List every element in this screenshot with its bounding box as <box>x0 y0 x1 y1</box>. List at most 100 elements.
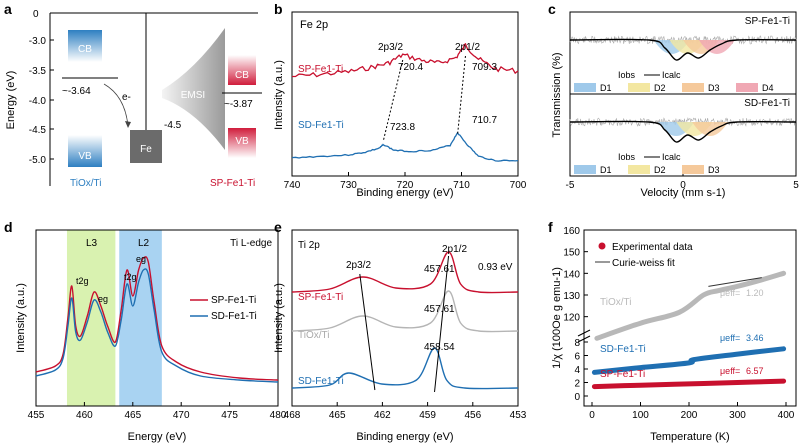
c-top-name: SP-Fe1-Ti <box>745 16 790 27</box>
f-ytick-label: 140 <box>563 269 580 280</box>
d-xtick-label: 465 <box>124 410 141 421</box>
panel-e: e Ti 2p Intensity (a.u.) Binding energy … <box>273 219 527 443</box>
b-legend-sd: SD-Fe1-Ti <box>298 120 344 131</box>
e-v2: 457.61 <box>424 304 455 315</box>
c-xtick-label: 5 <box>793 180 799 191</box>
d-xtick-label: 455 <box>28 410 45 421</box>
sp-value: ~-3.87 <box>224 99 253 110</box>
electron-label: e- <box>122 92 131 103</box>
c-icalc-line <box>569 120 797 143</box>
f-series-band <box>594 270 787 341</box>
e-p32: 2p3/2 <box>346 260 371 271</box>
c-bot-name: SD-Fe1-Ti <box>744 98 790 109</box>
b-dash-guide <box>383 59 404 141</box>
fe-value: -4.5 <box>164 120 182 131</box>
d-l3-eg: eg <box>98 294 108 304</box>
f-legend-exp: Experimental data <box>612 242 693 253</box>
f-ytick-label: 8 <box>574 338 580 349</box>
f-series-band <box>591 346 787 375</box>
plot-frame-d <box>35 229 279 407</box>
d-l2-eg: eg <box>136 254 146 264</box>
d-l2-t2g: t2g <box>124 272 137 282</box>
e-series-line <box>291 251 519 294</box>
f-ytick-label: 160 <box>563 226 580 237</box>
b-series-line <box>291 131 519 162</box>
sp-vb-label: VB <box>235 136 249 147</box>
e-xtick-label: 453 <box>510 410 527 421</box>
panel-b: b Fe 2p Intensity (a.u.) Binding energy … <box>273 1 527 199</box>
a-ytick-label: -4.5 <box>29 125 47 136</box>
panel-d: d Ti L-edge Intensity (a.u.) Energy (eV)… <box>4 219 287 443</box>
b-sp-a: 720.4 <box>398 62 423 73</box>
svg-text:e: e <box>274 219 282 235</box>
fe-box <box>130 130 162 163</box>
e-legend-tiox: TiOx/Ti <box>298 330 329 341</box>
axis-xlabel-d: Energy (eV) <box>128 431 187 443</box>
axis-ylabel-a: Energy (eV) <box>5 71 17 130</box>
f-tiox-mu: 1.20 <box>746 288 764 298</box>
f-ytick-label: 2 <box>574 379 580 390</box>
b-xtick-label: 710 <box>453 180 470 191</box>
e-xtick-label: 456 <box>464 410 481 421</box>
fe-label: Fe <box>140 144 152 155</box>
d-l3: L3 <box>86 238 98 249</box>
axis-ylabel-b: Intensity (a.u.) <box>273 60 285 130</box>
f-axis-break <box>577 329 591 337</box>
f-sd-mu: 3.46 <box>746 333 764 343</box>
tick-a-0: 0 <box>33 9 39 20</box>
d-legend-sp: SP-Fe1-Ti <box>211 295 256 306</box>
b-p12: 2p1/2 <box>455 42 480 53</box>
d-xtick-label: 480 <box>270 410 287 421</box>
sp-vb-box <box>228 128 256 158</box>
f-sd-name: SD-Fe1-Ti <box>600 344 646 355</box>
d-xtick-label: 470 <box>173 410 190 421</box>
axis-ylabel-c: Transmission (%) <box>551 52 563 137</box>
e-series-line <box>291 290 519 333</box>
plot-frame-e <box>291 229 519 407</box>
b-legend-sp: SP-Fe1-Ti <box>298 64 343 75</box>
svg-text:f: f <box>548 219 553 235</box>
c-doublet-area <box>692 122 729 136</box>
f-tiox-name: TiOx/Ti <box>600 297 631 308</box>
tiox-cb-label: CB <box>78 44 92 55</box>
c-bot-iobs: Iobs <box>618 152 636 162</box>
svg-text:b: b <box>274 1 283 17</box>
axis-ylabel-d: Intensity (a.u.) <box>15 283 27 353</box>
tiox-vb-label: VB <box>78 151 92 162</box>
e-v1: 457.61 <box>424 264 455 275</box>
f-axis-break <box>577 335 591 343</box>
sp-cb-box <box>228 55 256 85</box>
e-legend-sp: SP-Fe1-Ti <box>298 292 343 303</box>
tiox-vb-box <box>68 135 102 167</box>
b-sd-a: 723.8 <box>390 122 415 133</box>
f-xtick-label: 300 <box>729 410 746 421</box>
b-series-line <box>292 42 519 78</box>
title-d: Ti L-edge <box>230 238 272 249</box>
panel-c: c Transmission (%) Velocity (mm s-1) -5 0… <box>548 1 799 199</box>
axis-xlabel-c: Velocity (mm s-1) <box>641 187 726 199</box>
b-sd-b: 710.7 <box>472 115 497 126</box>
c-doublet-area <box>698 40 735 54</box>
panel-a: a 0 Energy (eV) CB VB TiOx/Ti ~-3.64 Fe … <box>4 1 262 189</box>
f-ytick-label: 0 <box>574 392 580 403</box>
sp-name: SP-Fe1-Ti <box>210 178 255 189</box>
e-guide-line <box>359 273 376 391</box>
b-xtick-label: 700 <box>510 180 527 191</box>
tiox-name: TiOx/Ti <box>70 178 101 189</box>
tiox-cb-box <box>68 30 102 62</box>
f-sp-mu-label: μeff= <box>720 366 740 376</box>
e-p12: 2p1/2 <box>442 244 467 255</box>
f-tiox-mu-label: μeff= <box>720 288 740 298</box>
e-shift: 0.93 eV <box>478 262 513 273</box>
b-dash-guide <box>457 55 466 136</box>
c-top-d1: D1 <box>600 83 612 93</box>
tiox-value: ~-3.64 <box>62 86 91 97</box>
axis-ylabel-e: Intensity (a.u.) <box>273 283 285 353</box>
c-xtick-label: -5 <box>566 180 575 191</box>
f-xtick-label: 200 <box>681 410 698 421</box>
title-e: Ti 2p <box>298 240 320 251</box>
svg-text:c: c <box>548 1 556 17</box>
c-icalc-line <box>569 38 797 61</box>
f-sd-mu-label: μeff= <box>720 333 740 343</box>
b-xtick-label: 730 <box>340 180 357 191</box>
